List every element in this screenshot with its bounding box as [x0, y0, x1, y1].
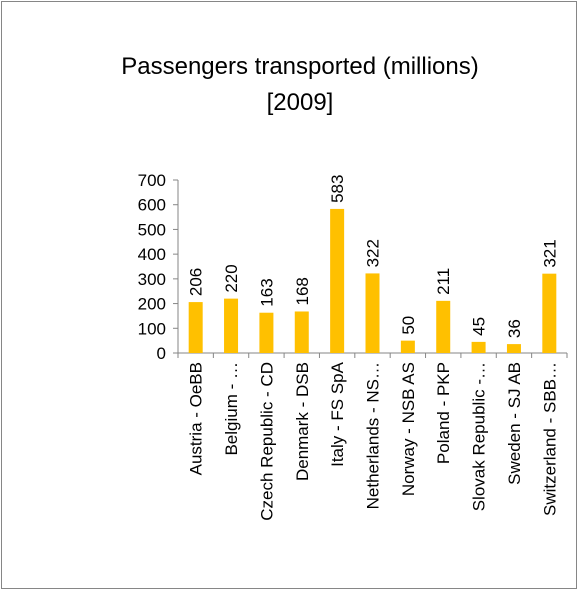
x-tick-label: Poland - PKP: [434, 362, 453, 464]
data-label: 50: [399, 316, 418, 335]
x-tick-label: Italy - FS SpA: [328, 361, 347, 467]
chart-title: Passengers transported (millions): [121, 53, 478, 80]
bar: [542, 273, 557, 353]
bar: [188, 302, 203, 353]
x-tick-label: Belgium - …: [222, 362, 241, 456]
data-label: 211: [434, 268, 453, 295]
x-tick-label: Slovak Republic -…: [470, 362, 489, 511]
y-tick-label: 200: [138, 295, 166, 314]
data-label: 321: [540, 239, 559, 267]
y-tick-label: 600: [138, 196, 166, 215]
y-tick-label: 0: [157, 344, 166, 363]
data-label: 163: [257, 278, 276, 306]
data-label: 45: [470, 317, 489, 336]
bar: [224, 298, 239, 353]
bar: [294, 311, 309, 353]
x-tick-label: Switzerland - SBB…: [540, 362, 559, 516]
chart-title: [2009]: [267, 89, 334, 116]
bar: [330, 208, 345, 353]
data-label: 322: [364, 239, 383, 267]
x-tick-label: Czech Republic - CD: [257, 362, 276, 521]
y-tick-label: 100: [138, 319, 166, 338]
y-tick-label: 700: [138, 171, 166, 190]
y-tick-label: 300: [138, 270, 166, 289]
bar: [506, 344, 521, 353]
x-tick-label: Denmark - DSB: [293, 362, 312, 481]
data-label: 583: [328, 175, 347, 203]
x-tick-label: Sweden - SJ AB: [505, 362, 524, 485]
bar: [471, 341, 486, 353]
data-label: 36: [505, 319, 524, 338]
data-label: 206: [187, 268, 206, 296]
data-label: 220: [222, 264, 241, 292]
bar: [400, 340, 415, 353]
x-tick-label: Norway - NSB AS: [399, 362, 418, 496]
bar: [436, 300, 451, 353]
y-tick-label: 500: [138, 220, 166, 239]
y-tick-label: 400: [138, 245, 166, 264]
x-tick-label: Austria - OeBB: [187, 362, 206, 475]
bar: [365, 273, 380, 353]
bar: [259, 312, 274, 353]
data-label: 168: [293, 277, 312, 305]
x-tick-label: Netherlands - NS…: [364, 362, 383, 509]
